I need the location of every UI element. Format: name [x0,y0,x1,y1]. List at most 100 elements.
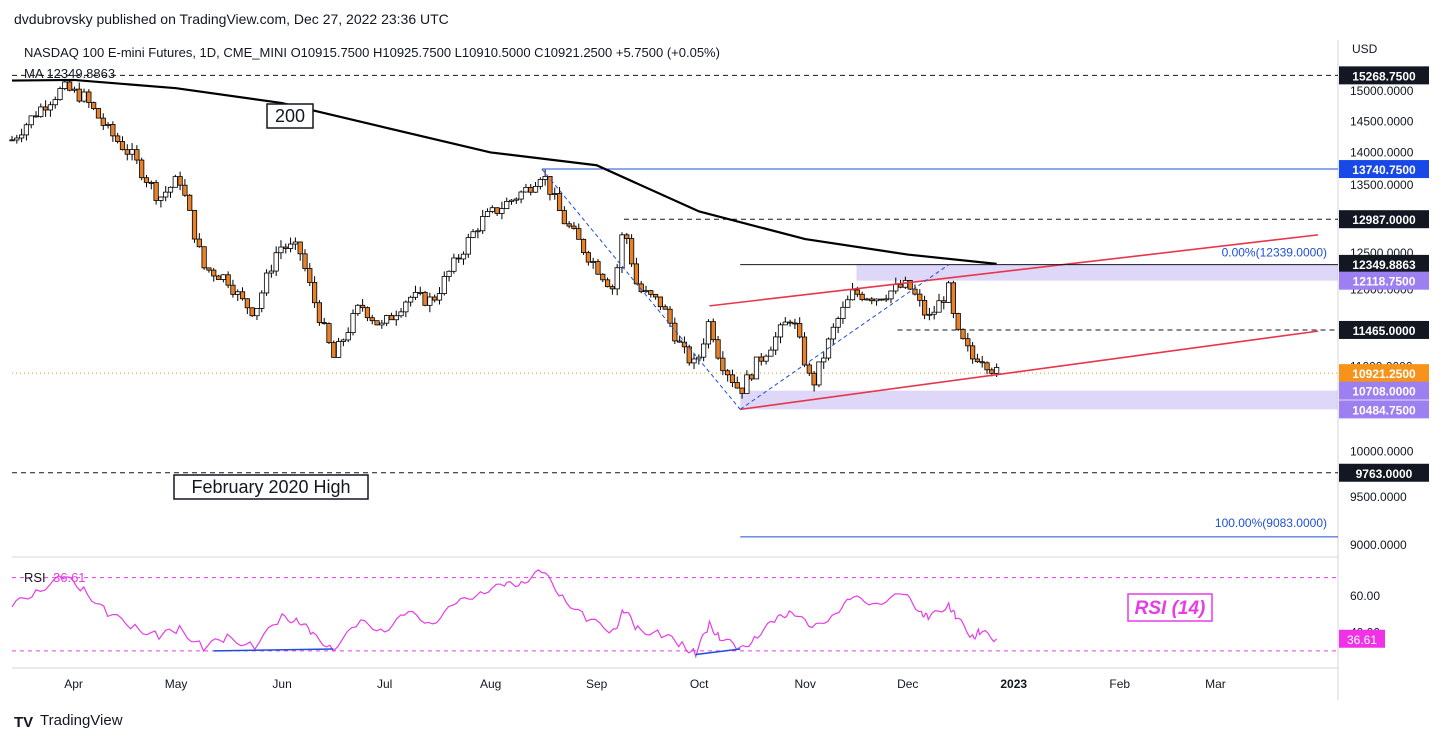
candle-body [705,321,712,345]
candle-body [590,261,596,263]
candle-body [470,231,476,238]
candle-body [384,315,390,324]
candle-body [729,374,736,383]
candle-body [57,88,63,100]
brand-name[interactable]: TradingView [40,712,123,729]
candle-body [917,293,923,301]
time-axis[interactable]: Apr May Jun Jul Aug Sep Oct Nov Dec 2023 Feb Mar [64,677,1226,691]
candle-body [528,186,534,193]
tradingview-logo: TV [14,714,33,731]
y-tick-label: 13500.0000 [1350,178,1414,192]
candle-body [153,182,159,201]
candle-body [744,374,750,394]
candle-body [787,321,793,324]
candle-body [773,336,779,351]
candle-body [595,261,601,275]
candle-body [239,291,246,300]
candle-body [619,234,625,269]
candle-body [657,296,664,308]
price-tag-bg [1339,381,1429,400]
x-tick-label: Mar [1205,677,1226,691]
candle-body [364,307,371,319]
candle-body [816,361,822,386]
rsi-value-tag-bg [1339,629,1385,648]
annotations: 200 February 2020 High [173,103,369,500]
svg-text:TV: TV [14,714,33,731]
candle-body [220,274,226,280]
candle-body [504,201,510,210]
rsi-divergence-line [213,648,334,652]
candle-body [412,292,419,298]
candle-body [888,290,894,300]
candle-body [388,315,395,321]
candle-body [734,382,740,389]
y-tick-label: 9500.0000 [1350,490,1407,504]
price-tag-label: 13740.7500 [1352,163,1416,177]
candle-body [720,357,726,372]
x-tick-label: Nov [795,677,816,691]
candle-body [580,238,587,254]
candle-body [475,230,481,233]
candle-body [854,289,860,295]
ma-period-annotation: 200 [275,106,305,126]
y-tick-label: 14000.0000 [1350,145,1414,159]
candle-body [187,194,193,211]
candle-body [897,283,904,288]
candle-body [28,115,34,126]
candle-body [638,283,644,293]
symbol-legend[interactable]: NASDAQ 100 E-mini Futures, 1D, CME_MINI … [24,45,720,60]
candle-body [936,300,942,313]
candle-body [408,296,414,303]
x-tick-label: Sep [586,677,608,691]
candle-body [119,141,126,151]
candle-body [350,313,356,334]
candle-body [571,225,577,229]
candle-body [436,293,443,301]
candle-body [163,191,169,198]
candle-body [604,279,611,288]
candle-body [33,115,39,118]
candle-body [677,340,683,343]
candle-body [263,272,270,294]
candle-body [259,292,265,309]
ma-period-annotation-box [266,103,314,129]
candle-body [225,274,231,286]
candle-body [974,358,981,363]
candle-body [965,338,971,347]
candle-body [845,299,851,308]
candle-body [686,346,692,364]
price-tag-label: 10708.0000 [1352,385,1416,399]
candle-body [979,361,985,364]
candle-body [768,349,774,357]
candle-body [523,186,529,193]
candle-body [86,91,92,103]
price-axis[interactable]: 15000.0000 14500.0000 14000.0000 13500.0000… [1350,84,1414,552]
candle-body [984,362,990,371]
candle-body [797,323,803,338]
candle-body [556,193,563,211]
candle-body [398,311,404,317]
candle-body [360,304,366,309]
channel-lines [709,234,1319,411]
horizontal-levels [12,74,1338,474]
ma-legend[interactable]: MA 12349.8863 [24,66,116,81]
publisher-line: dvdubrovsky published on TradingView.com… [14,11,449,27]
candle-body [331,342,337,358]
candle-body [585,252,591,263]
candle-body [215,275,222,280]
candle-body [777,324,784,338]
candle-body [124,149,130,155]
candle-body [989,369,995,374]
y-tick-label: 15000.0000 [1350,84,1414,98]
candle-body [633,263,639,285]
candle-body [81,91,87,102]
candle-body [177,176,183,186]
candle-body [451,257,457,272]
candle-body [513,198,519,201]
candle-body [47,104,54,111]
price-tag-bg [1339,210,1429,229]
candle-body [14,137,20,141]
candle-body [422,291,428,306]
